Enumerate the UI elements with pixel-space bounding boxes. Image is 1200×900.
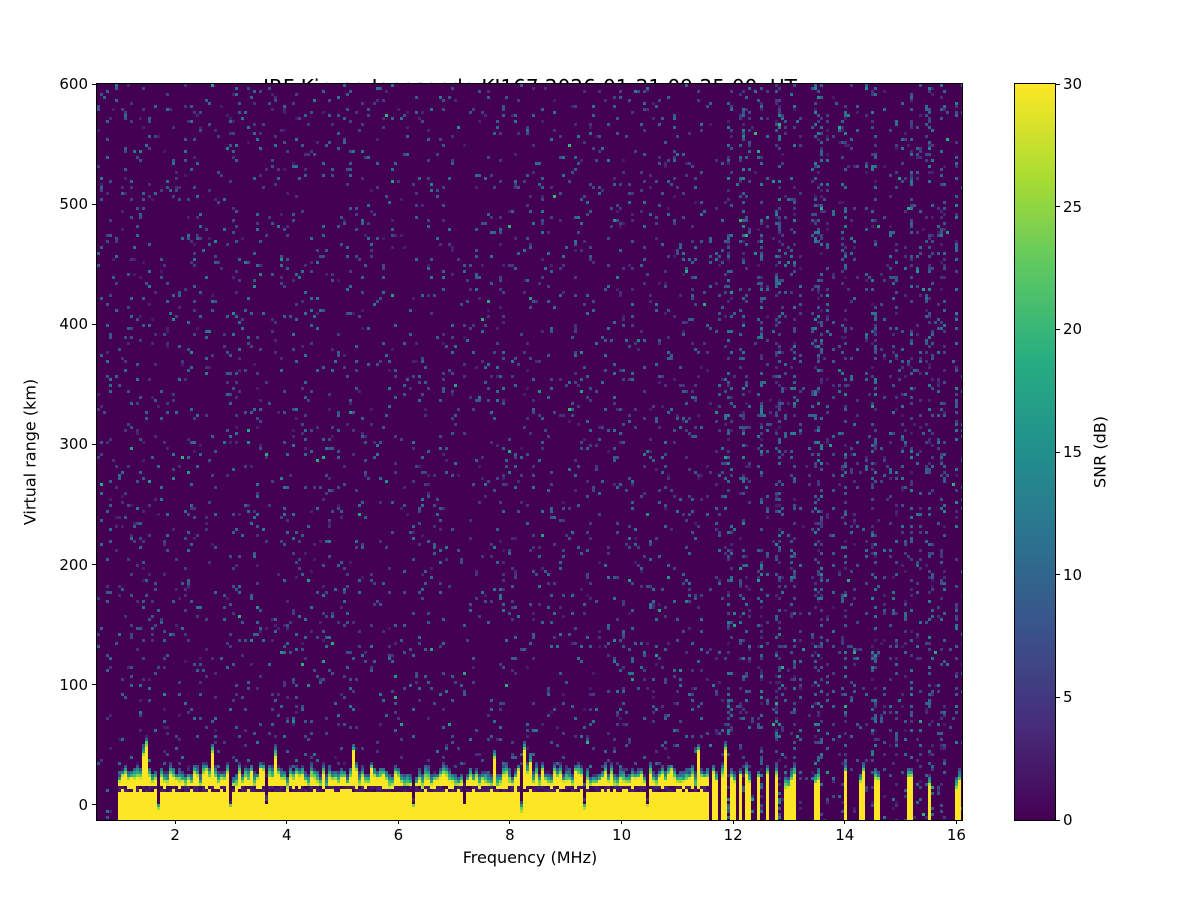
colorbar-tick-mark (1056, 328, 1060, 330)
y-tick-label: 400 (59, 315, 88, 334)
y-tick-label: 500 (59, 195, 88, 214)
x-tick-mark (286, 820, 288, 824)
y-tick-mark (92, 323, 96, 325)
colorbar-tick-mark (1056, 451, 1060, 453)
x-tick-label: 16 (946, 826, 966, 844)
y-tick-mark (92, 83, 96, 85)
x-axis-label: Frequency (MHz) (462, 848, 598, 867)
y-tick-mark (92, 804, 96, 806)
colorbar-tick-label: 15 (1063, 443, 1083, 461)
colorbar-label: SNR (dB) (1090, 416, 1110, 488)
x-tick-mark (955, 820, 957, 824)
colorbar-tick-label: 0 (1063, 811, 1073, 829)
colorbar-tick-mark (1056, 206, 1060, 208)
x-tick-mark (621, 820, 623, 824)
colorbar-tick-label: 30 (1063, 75, 1083, 93)
colorbar-tick-mark (1056, 574, 1060, 576)
colorbar-tick-mark (1056, 819, 1060, 821)
y-axis-label: Virtual range (km) (20, 378, 40, 526)
y-tick-mark (92, 203, 96, 205)
y-tick-mark (92, 443, 96, 445)
x-tick-label: 4 (281, 826, 292, 844)
x-tick-mark (509, 820, 511, 824)
x-tick-label: 8 (505, 826, 515, 844)
x-tick-label: 2 (170, 826, 180, 844)
x-tick-mark (732, 820, 734, 824)
y-tick-label: 0 (78, 795, 88, 814)
colorbar-tick-mark (1056, 696, 1060, 698)
colorbar-tick-label: 25 (1063, 197, 1083, 216)
x-tick-mark (397, 820, 399, 824)
colorbar-tick-mark (1056, 83, 1060, 85)
colorbar-tick-label: 10 (1063, 565, 1083, 584)
x-tick-label: 14 (835, 826, 855, 844)
y-tick-label: 100 (59, 675, 88, 694)
x-tick-label: 10 (612, 826, 632, 844)
colorbar (1014, 83, 1056, 821)
y-tick-label: 600 (59, 75, 88, 93)
y-tick-mark (92, 564, 96, 566)
x-tick-mark (174, 820, 176, 824)
x-tick-mark (844, 820, 846, 824)
colorbar-tick-label: 20 (1063, 320, 1083, 339)
plot-area (96, 83, 963, 821)
x-tick-label: 12 (723, 826, 743, 844)
colorbar-gradient-canvas (1015, 84, 1055, 820)
x-tick-label: 6 (393, 826, 404, 844)
ionogram-heatmap-canvas (97, 84, 962, 820)
colorbar-tick-label: 5 (1063, 688, 1073, 707)
y-tick-label: 300 (59, 435, 88, 454)
y-tick-mark (92, 684, 96, 686)
y-tick-label: 200 (59, 555, 88, 574)
